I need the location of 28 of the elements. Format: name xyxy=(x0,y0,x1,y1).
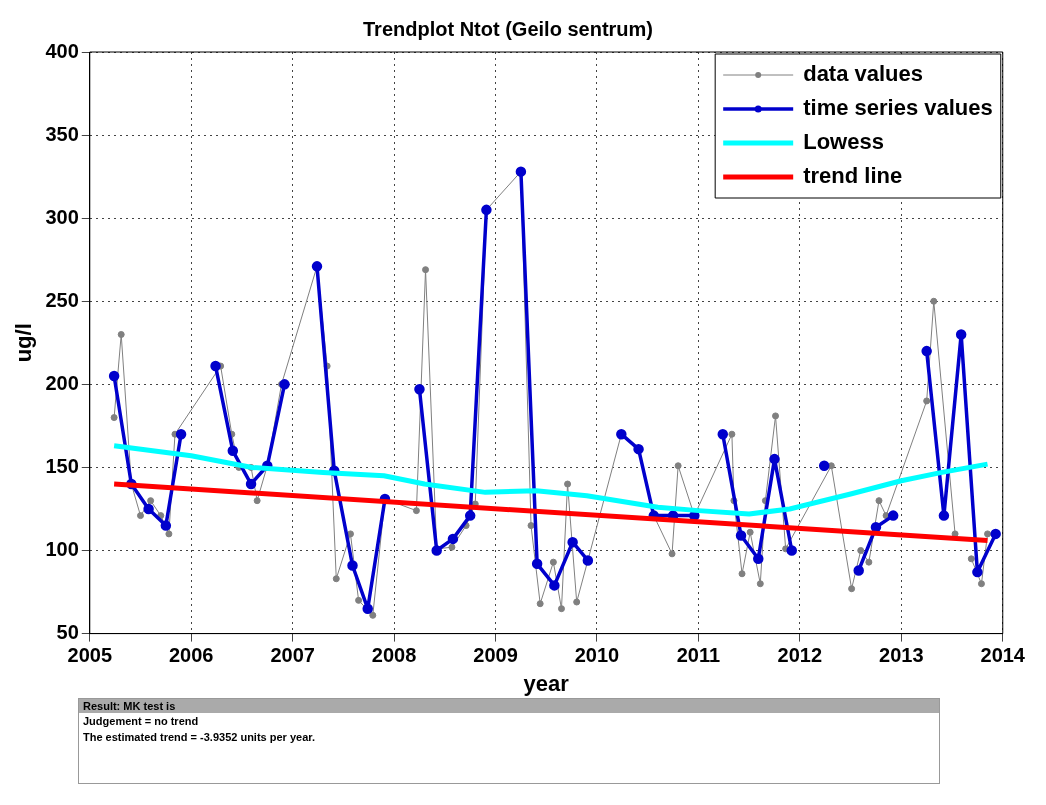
x-tick-label: 2009 xyxy=(473,644,518,667)
x-tick-label: 2013 xyxy=(879,644,924,667)
x-tick-label: 2006 xyxy=(168,644,214,667)
y-tick-label: 50 xyxy=(56,621,79,644)
y-tick-label: 350 xyxy=(45,122,79,145)
text: Result: MK test is xyxy=(79,699,939,713)
text: The estimated trend = -3.9352 units per year. xyxy=(82,730,316,745)
x-tick-label: 2008 xyxy=(371,644,417,667)
x-tick-label: 2010 xyxy=(574,644,620,667)
x-tick-label: 2007 xyxy=(270,644,315,667)
legend-label: trend line xyxy=(803,163,903,189)
x-axis-title: year xyxy=(523,670,570,696)
y-tick-label: 200 xyxy=(45,371,79,394)
x-tick-label: 2011 xyxy=(676,644,721,667)
y-tick-label: 400 xyxy=(45,39,79,62)
y-tick-label: 100 xyxy=(45,538,79,561)
x-tick-label: 2005 xyxy=(67,644,113,667)
x-tick-label: 2012 xyxy=(777,644,823,667)
legend-label: data values xyxy=(803,61,924,87)
y-axis-title: ug/l xyxy=(11,323,37,363)
x-tick-label: 2014 xyxy=(980,644,1026,667)
y-tick-label: 250 xyxy=(45,288,79,311)
y-tick-label: 150 xyxy=(45,454,79,477)
text: Judgement = no trend xyxy=(82,714,200,729)
y-tick-label: 300 xyxy=(45,205,79,228)
legend-label: time series values xyxy=(803,95,993,121)
legend-label: Lowess xyxy=(803,129,884,155)
chart-title: Trendplot Ntot (Geilo sentrum) xyxy=(363,17,653,40)
